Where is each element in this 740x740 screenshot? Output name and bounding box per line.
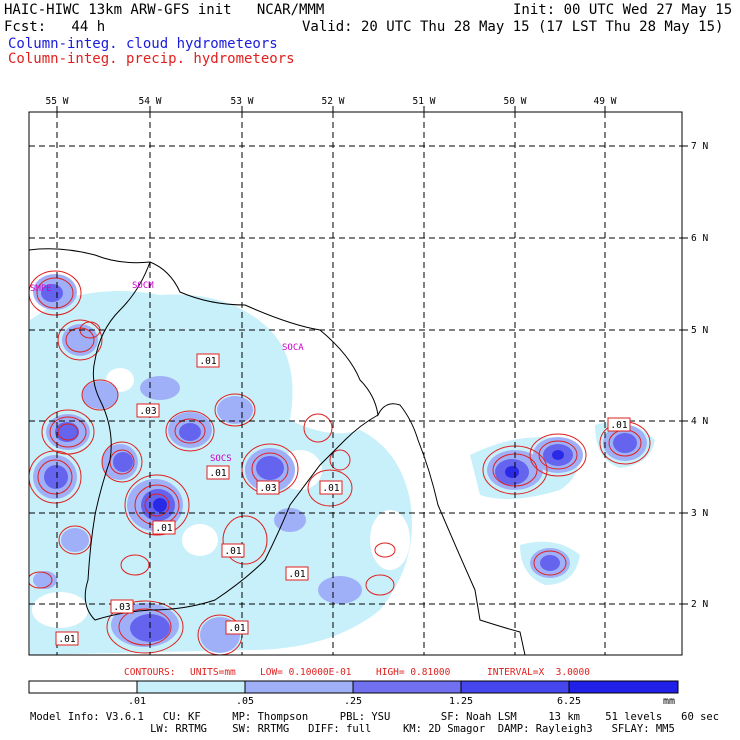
- svg-text:.01: .01: [288, 569, 305, 580]
- lon-label: 55 W: [46, 96, 69, 107]
- contour-label: .03: [110, 599, 134, 614]
- cloud-shading: [30, 274, 655, 655]
- svg-text:.01: .01: [610, 420, 627, 431]
- forecast-hour: Fcst: 44 h: [4, 19, 106, 35]
- contours-high: HIGH= 0.81000: [376, 667, 451, 678]
- colorbar-label: 1.25: [448, 696, 474, 707]
- model-info-line1: Model Info: V3.6.1 CU: KF MP: Thompson P…: [30, 711, 720, 723]
- lon-label: 49 W: [594, 96, 617, 107]
- contour-label: .01: [196, 353, 220, 368]
- station-label: SOCS: [210, 454, 232, 464]
- precip-contours: [29, 270, 651, 655]
- lat-label: 7 N: [691, 141, 708, 152]
- contour-label: .03: [256, 480, 280, 495]
- plot-title: HAIC-HIWC 13km ARW-GFS init NCAR/MMM: [4, 2, 325, 18]
- contours-label: CONTOURS:: [124, 667, 176, 678]
- svg-text:.01: .01: [58, 634, 75, 645]
- svg-text:.01: .01: [209, 468, 226, 479]
- lat-label: 2 N: [691, 599, 708, 610]
- contour-label: .01: [607, 417, 631, 432]
- lon-label: 53 W: [231, 96, 254, 107]
- contour-label: .01: [221, 543, 245, 558]
- lon-label: 51 W: [413, 96, 436, 107]
- svg-text:.01: .01: [228, 623, 245, 634]
- contour-label: .01: [319, 480, 343, 495]
- lat-label: 6 N: [691, 233, 708, 244]
- init-time: Init: 00 UTC Wed 27 May 15: [513, 2, 733, 18]
- lat-label: 5 N: [691, 325, 708, 336]
- station-label: SOCM: [132, 281, 154, 291]
- svg-text:.01: .01: [322, 483, 339, 494]
- valid-time: Valid: 20 UTC Thu 28 May 15 (17 LST Thu …: [302, 19, 724, 35]
- contour-label: .03: [136, 403, 160, 418]
- svg-text:.03: .03: [259, 483, 276, 494]
- svg-text:.01: .01: [155, 523, 172, 534]
- colorbar-unit: mm: [662, 696, 676, 707]
- colorbar-label: .05: [235, 696, 255, 707]
- station-label: SOCA: [282, 343, 304, 353]
- lat-label: 4 N: [691, 416, 708, 427]
- field-cloud-label: Column-integ. cloud hydrometeors: [8, 36, 278, 52]
- colorbar: [28, 680, 679, 694]
- field-precip-label: Column-integ. precip. hydrometeors: [8, 51, 295, 67]
- lon-label: 50 W: [504, 96, 527, 107]
- contour-label: .01: [285, 566, 309, 581]
- colorbar-label: .01: [127, 696, 147, 707]
- lon-label: 54 W: [139, 96, 162, 107]
- tick-marks: [56, 106, 688, 605]
- svg-text:.01: .01: [224, 546, 241, 557]
- map-frame: [28, 111, 683, 656]
- contour-label: .01: [225, 620, 249, 635]
- svg-text:.03: .03: [113, 602, 130, 613]
- model-info-line2: LW: RRTMG SW: RRTMG DIFF: full KM: 2D Sm…: [30, 723, 675, 735]
- svg-text:.03: .03: [139, 406, 156, 417]
- svg-text:.01: .01: [199, 356, 216, 367]
- contours-units: UNITS=mm: [190, 667, 236, 678]
- station-label: SMPE: [30, 284, 52, 294]
- lon-label: 52 W: [322, 96, 345, 107]
- contour-label: .01: [206, 465, 230, 480]
- contours-low: LOW= 0.10000E-01: [260, 667, 352, 678]
- colorbar-label: .25: [343, 696, 363, 707]
- lat-label: 3 N: [691, 508, 708, 519]
- contour-label: .01: [55, 631, 79, 646]
- colorbar-label: 6.25: [556, 696, 582, 707]
- lat-lon-grid: [29, 112, 682, 655]
- contour-label: .01: [152, 520, 176, 535]
- contours-interval: INTERVAL=X 3.0000: [487, 667, 590, 678]
